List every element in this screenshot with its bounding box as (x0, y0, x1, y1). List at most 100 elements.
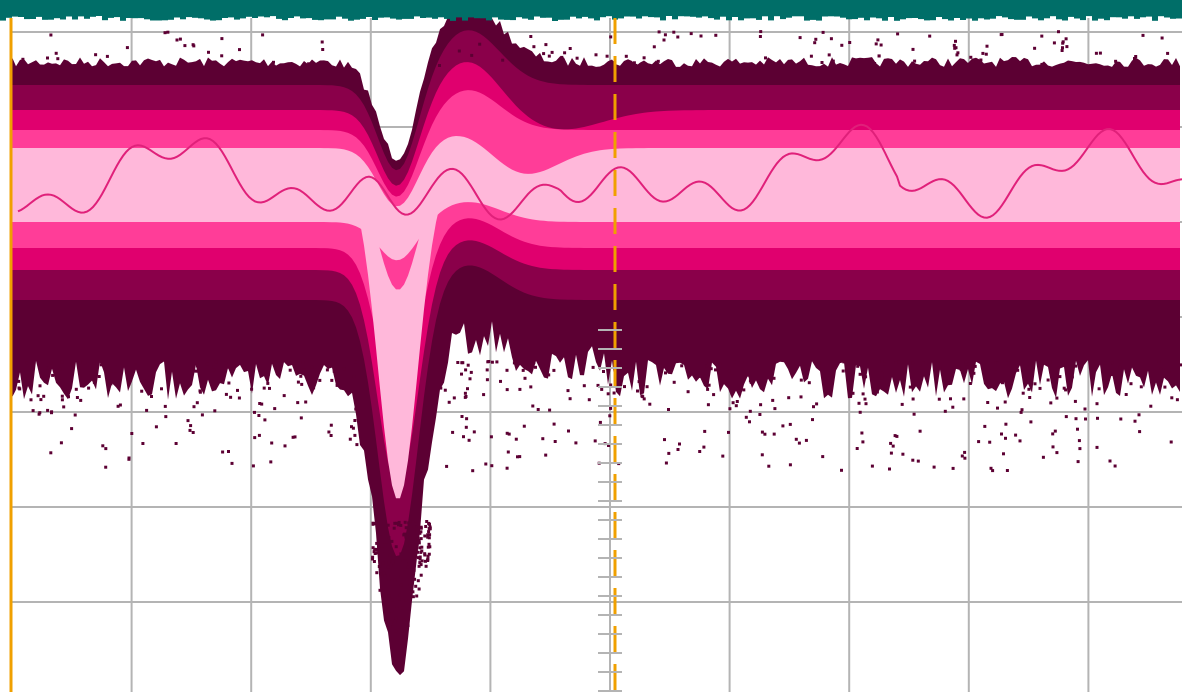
persistence-dot (731, 371, 734, 374)
persistence-dot (299, 375, 302, 378)
persistence-dot (664, 33, 667, 36)
persistence-dot (413, 578, 416, 581)
persistence-dot (714, 368, 717, 371)
persistence-dot (404, 521, 407, 524)
persistence-dot (387, 565, 390, 568)
persistence-dot (104, 447, 107, 450)
top-band-noise (930, 16, 936, 20)
persistence-dot (392, 561, 395, 564)
persistence-dot (236, 389, 239, 392)
persistence-dot (936, 361, 939, 364)
persistence-dot (781, 424, 784, 427)
top-band-noise (492, 16, 498, 17)
persistence-dot (788, 360, 791, 363)
top-band-noise (636, 16, 642, 19)
persistence-dot (406, 533, 409, 536)
persistence-dot (386, 605, 389, 608)
persistence-dot (985, 53, 988, 56)
top-band-noise (396, 16, 402, 20)
persistence-dot (283, 394, 286, 397)
persistence-dot (703, 430, 706, 433)
persistence-dot (445, 465, 448, 468)
persistence-dot (742, 388, 745, 391)
persistence-dot (852, 392, 855, 395)
persistence-dot (599, 421, 602, 424)
persistence-dot (854, 360, 857, 363)
persistence-dot (1114, 465, 1117, 468)
persistence-dot (486, 368, 489, 371)
persistence-dot (1046, 361, 1049, 364)
persistence-dot (140, 390, 143, 393)
top-band-noise (516, 16, 522, 17)
persistence-dot (857, 364, 860, 367)
persistence-dot (1170, 441, 1173, 444)
persistence-dot (199, 389, 202, 392)
persistence-dot (1049, 366, 1052, 369)
persistence-dot (678, 443, 681, 446)
persistence-dot (220, 54, 223, 57)
persistence-dot (407, 624, 410, 627)
persistence-dot (1055, 397, 1058, 400)
persistence-dot (227, 366, 230, 369)
persistence-dot (94, 53, 97, 56)
top-band-noise (48, 16, 54, 20)
persistence-dot (175, 442, 178, 445)
persistence-dot (396, 610, 399, 613)
persistence-dot (880, 372, 883, 375)
persistence-dot (1077, 460, 1080, 463)
top-band-noise (1164, 16, 1170, 18)
persistence-dot (1051, 432, 1054, 435)
persistence-dot (1104, 361, 1107, 364)
persistence-dot (1018, 62, 1021, 65)
persistence-dot (928, 364, 931, 367)
persistence-dot (986, 45, 989, 48)
top-band-noise (750, 16, 756, 18)
persistence-dot (567, 389, 570, 392)
persistence-dot (150, 395, 153, 398)
top-band-noise (1020, 16, 1026, 20)
persistence-dot (848, 41, 851, 44)
persistence-dot (397, 650, 400, 653)
persistence-dot (818, 361, 821, 364)
persistence-dot (544, 454, 547, 457)
persistence-dot (267, 373, 270, 376)
persistence-dot (734, 361, 737, 364)
top-band-noise (1014, 16, 1020, 20)
persistence-dot (883, 362, 886, 365)
persistence-dot (1095, 52, 1098, 55)
persistence-dot (51, 374, 54, 377)
persistence-dot (196, 364, 199, 367)
persistence-dot (859, 373, 862, 376)
persistence-dot (160, 387, 163, 390)
persistence-dot (400, 584, 403, 587)
persistence-dot (896, 32, 899, 35)
top-band-noise (240, 16, 246, 18)
persistence-dot (16, 361, 19, 364)
top-band-noise (810, 16, 816, 20)
top-band-noise (864, 16, 870, 20)
persistence-dot (470, 371, 473, 374)
persistence-dot (253, 411, 256, 414)
persistence-dot (460, 361, 463, 364)
persistence-dot (171, 360, 174, 363)
persistence-dot (377, 527, 380, 530)
persistence-dot (381, 590, 384, 593)
persistence-dot (428, 536, 431, 539)
persistence-dot (386, 541, 389, 544)
persistence-dot (376, 548, 379, 551)
persistence-dot (551, 51, 554, 54)
persistence-dot (1166, 52, 1169, 55)
persistence-dot (758, 413, 761, 416)
persistence-dot (418, 561, 421, 564)
persistence-dot (771, 369, 774, 372)
persistence-dot (383, 541, 386, 544)
persistence-dot (629, 369, 632, 372)
persistence-dot (1118, 366, 1121, 369)
persistence-dot (588, 398, 591, 401)
persistence-dot (462, 435, 465, 438)
persistence-dot (372, 523, 375, 526)
persistence-dot (56, 57, 59, 60)
top-band-noise (846, 16, 852, 19)
persistence-dot (864, 398, 867, 401)
persistence-dot (663, 39, 666, 42)
